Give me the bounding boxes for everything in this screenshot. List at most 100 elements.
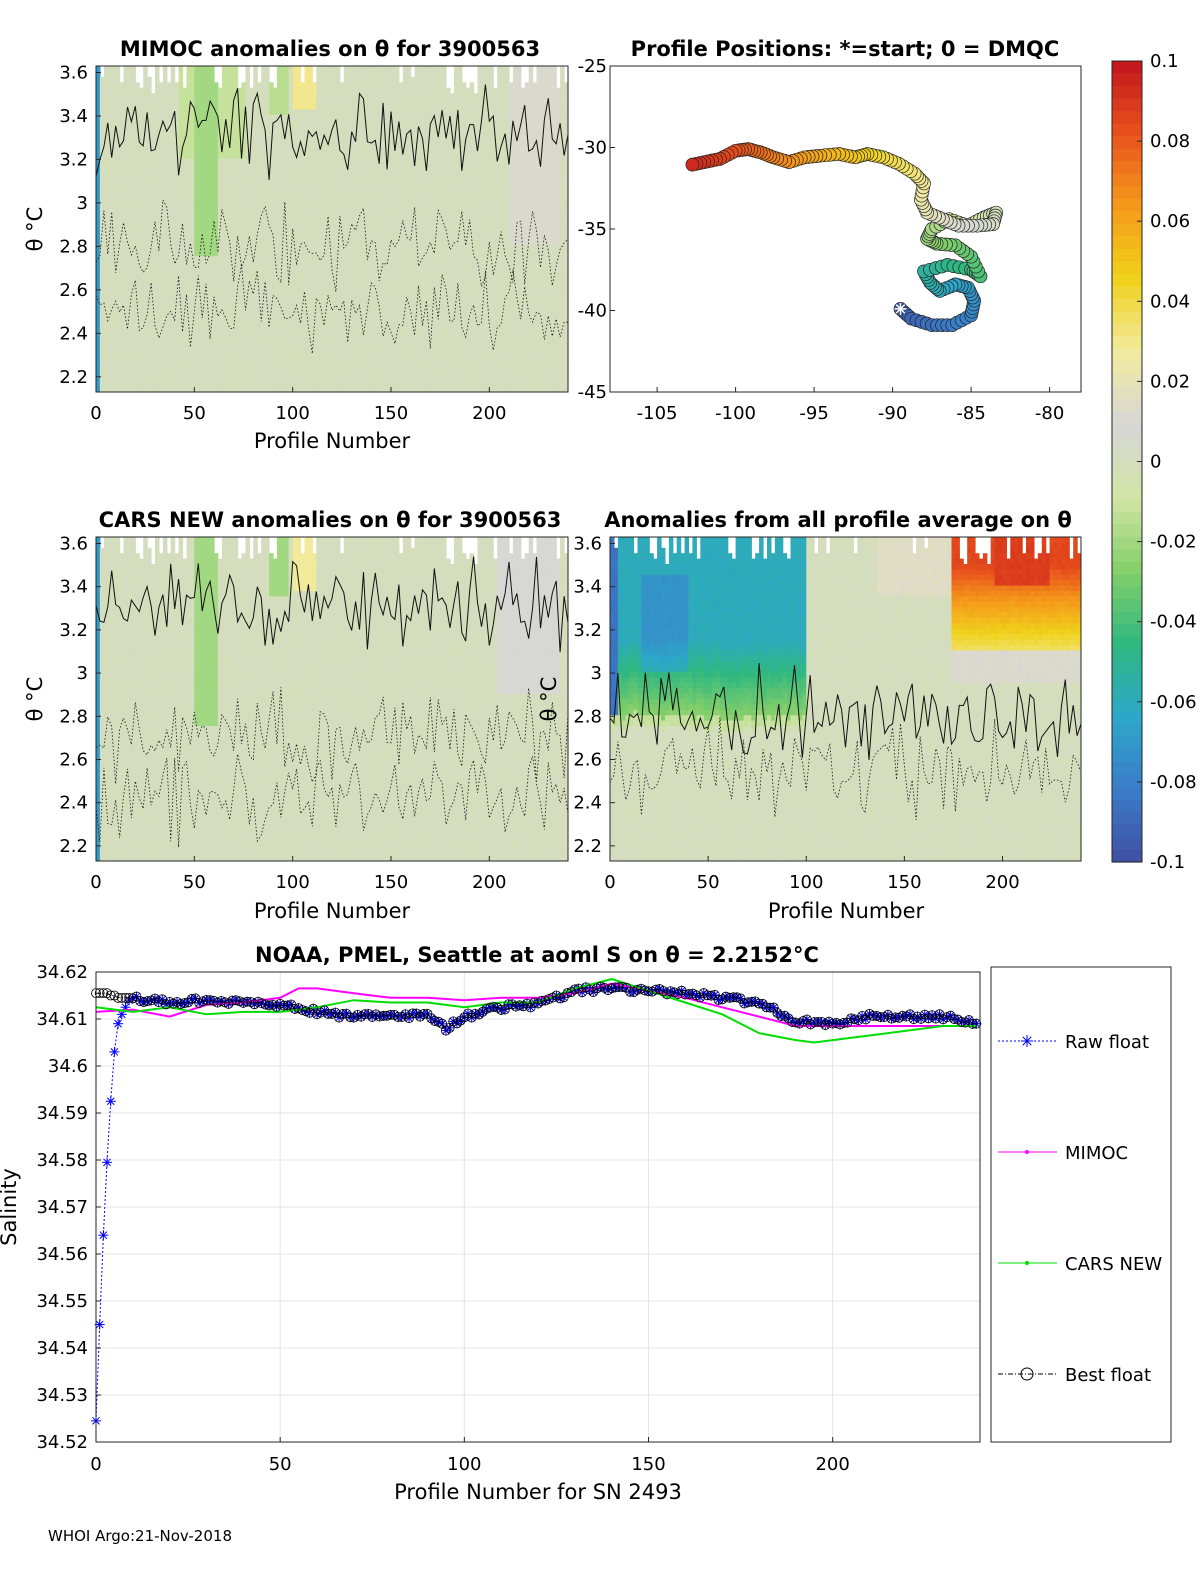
heatmap-cell xyxy=(186,288,191,295)
heatmap-cell xyxy=(96,158,101,165)
heatmap-cell xyxy=(147,305,152,312)
heatmap-cell xyxy=(422,294,427,301)
heatmap-cell xyxy=(111,386,117,392)
heatmap-cell xyxy=(292,98,298,105)
heatmap-cell xyxy=(225,191,231,197)
heatmap-cell xyxy=(249,250,254,257)
heatmap-cell xyxy=(155,114,160,121)
heatmap-cell xyxy=(103,98,109,105)
heatmap-cell xyxy=(394,337,400,344)
heatmap-cell xyxy=(111,191,117,197)
heatmap-cell xyxy=(339,180,345,187)
heatmap-cell xyxy=(99,272,105,279)
heatmap-cell xyxy=(237,239,243,246)
heatmap-cell xyxy=(194,326,199,333)
heatmap-cell xyxy=(269,310,274,317)
heatmap-cell xyxy=(375,93,380,100)
heatmap-cell xyxy=(253,136,258,143)
heatmap-cell xyxy=(406,288,412,295)
heatmap-cell xyxy=(151,234,156,241)
heatmap-cell xyxy=(166,218,172,225)
heatmap-cell xyxy=(214,256,219,263)
heatmap-cell xyxy=(308,354,313,360)
heatmap-cell xyxy=(339,218,345,225)
heatmap-cell xyxy=(308,315,313,322)
heatmap-cell xyxy=(394,125,400,132)
heatmap-cell xyxy=(324,104,329,110)
heatmap-cell xyxy=(394,354,400,360)
heatmap-cell xyxy=(221,196,227,203)
heatmap-cell xyxy=(158,114,164,121)
heatmap-cell xyxy=(103,147,109,154)
heatmap-cell xyxy=(391,87,396,94)
heatmap-cell xyxy=(206,158,211,165)
heatmap-cell xyxy=(245,201,250,208)
heatmap-cell xyxy=(210,109,215,116)
heatmap-cell xyxy=(375,359,380,366)
heatmap-cell xyxy=(166,337,172,344)
heatmap-cell xyxy=(276,234,282,241)
heatmap-cell xyxy=(426,71,431,78)
heatmap-cell xyxy=(182,375,187,382)
heatmap-cell xyxy=(155,386,160,392)
heatmap-cell xyxy=(107,174,113,181)
heatmap-cell xyxy=(143,180,148,187)
heatmap-cell xyxy=(300,169,305,176)
heatmap-cell xyxy=(371,180,376,187)
heatmap-cell xyxy=(398,359,404,366)
heatmap-cell xyxy=(99,315,105,322)
heatmap-cell xyxy=(143,169,148,176)
heatmap-cell xyxy=(245,386,250,392)
heatmap-cell xyxy=(312,321,317,328)
heatmap-cell xyxy=(115,370,121,377)
heatmap-cell xyxy=(241,201,246,208)
heatmap-cell xyxy=(123,321,128,328)
heatmap-cell xyxy=(202,201,207,208)
heatmap-cell xyxy=(127,354,132,360)
heatmap-cell xyxy=(257,348,262,355)
heatmap-cell xyxy=(99,212,105,219)
heatmap-cell xyxy=(241,250,246,257)
heatmap-cell xyxy=(139,348,144,355)
heatmap-cell xyxy=(383,370,388,377)
heatmap-cell xyxy=(308,250,313,257)
heatmap-cell xyxy=(300,250,305,257)
heatmap-cell xyxy=(367,71,372,78)
heatmap-cell xyxy=(210,359,215,366)
heatmap-cell xyxy=(143,359,148,366)
heatmap-cell xyxy=(229,169,235,176)
heatmap-cell xyxy=(367,277,372,284)
heatmap-cell xyxy=(375,71,380,78)
heatmap-cell xyxy=(312,142,317,149)
heatmap-cell xyxy=(375,66,380,72)
heatmap-cell xyxy=(280,98,286,105)
heatmap-cell xyxy=(166,261,172,268)
heatmap-cell xyxy=(162,234,168,241)
heatmap-cell xyxy=(249,326,254,333)
heatmap-cell xyxy=(261,163,266,170)
heatmap-cell xyxy=(261,185,266,192)
heatmap-cell xyxy=(139,180,144,187)
heatmap-cell xyxy=(284,348,290,355)
heatmap-cell xyxy=(296,348,302,355)
heatmap-cell xyxy=(367,201,372,208)
heatmap-cell xyxy=(237,93,243,100)
heatmap-cell xyxy=(158,87,164,94)
heatmap-cell xyxy=(253,76,258,83)
heatmap-cell xyxy=(304,174,309,181)
heatmap-cell xyxy=(170,245,176,252)
heatmap-cell xyxy=(194,180,199,187)
heatmap-cell xyxy=(111,267,117,273)
heatmap-cell xyxy=(422,125,427,132)
heatmap-cell xyxy=(198,299,203,306)
heatmap-cell xyxy=(237,337,243,344)
heatmap-cell xyxy=(178,212,184,219)
heatmap-cell xyxy=(127,158,132,165)
heatmap-cell xyxy=(296,76,302,83)
heatmap-cell xyxy=(190,283,195,290)
heatmap-cell xyxy=(202,212,207,219)
heatmap-cell xyxy=(332,315,337,322)
heatmap-cell xyxy=(229,364,235,371)
heatmap-cell xyxy=(339,163,345,170)
heatmap-cell xyxy=(339,332,345,339)
